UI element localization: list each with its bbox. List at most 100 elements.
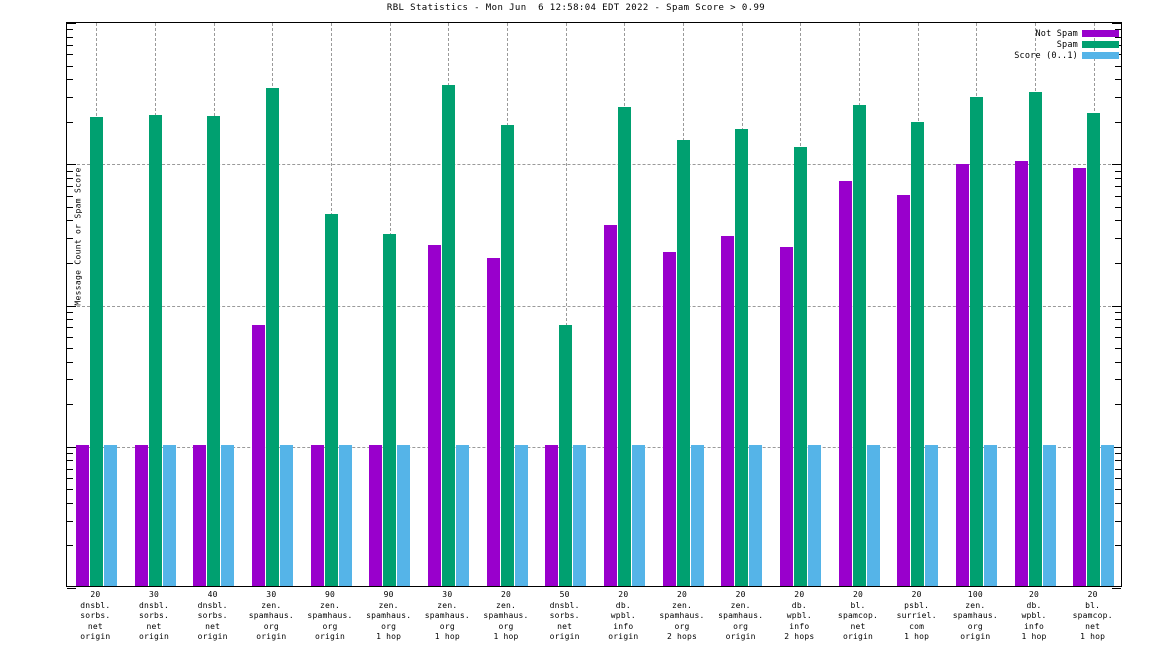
y-tick-major <box>67 23 76 24</box>
bar-group <box>955 23 997 586</box>
y-tick-minor <box>67 336 73 338</box>
bar-not-spam <box>427 244 441 586</box>
x-tick-label: 20 zen. spamhaus. org origin <box>718 590 764 641</box>
y-tick-minor <box>1115 29 1121 31</box>
bar-score-0-1 <box>866 444 880 586</box>
bar-score-0-1 <box>1101 444 1115 586</box>
y-tick-minor <box>67 502 73 504</box>
y-tick-minor <box>67 29 73 31</box>
bar-group <box>1073 23 1115 586</box>
bar-group <box>193 23 235 586</box>
legend-swatch <box>1082 41 1119 48</box>
y-tick-minor <box>1115 453 1121 455</box>
bar-not-spam <box>134 444 148 586</box>
bar-score-0-1 <box>983 444 997 586</box>
bar-not-spam <box>545 444 559 586</box>
bar-not-spam <box>486 258 500 586</box>
legend-swatch <box>1082 52 1119 59</box>
y-tick-minor <box>1115 348 1121 350</box>
gridline-vertical <box>566 23 567 586</box>
y-tick-major <box>67 446 76 448</box>
bar-score-0-1 <box>514 444 528 586</box>
x-tick-label: 20 db. wpbl. info 2 hops <box>784 590 815 641</box>
y-tick-minor <box>67 453 73 455</box>
bar-group <box>134 23 176 586</box>
bar-group <box>838 23 880 586</box>
bar-not-spam <box>662 252 676 586</box>
y-tick-minor <box>1115 327 1121 329</box>
gridline-horizontal <box>67 446 1121 448</box>
bar-spam <box>1087 112 1101 586</box>
bar-score-0-1 <box>162 444 176 586</box>
bar-score-0-1 <box>103 444 117 586</box>
y-tick-minor <box>67 311 73 313</box>
bar-spam <box>793 147 807 586</box>
bar-group <box>545 23 587 586</box>
y-tick-minor <box>67 170 73 172</box>
y-tick-minor <box>67 478 73 480</box>
y-tick-minor <box>67 404 73 406</box>
legend: Not Spam Spam Score (0..1) <box>989 28 1119 61</box>
y-tick-minor <box>1115 404 1121 406</box>
y-tick-minor <box>1115 502 1121 504</box>
y-tick-minor <box>1115 36 1121 38</box>
bar-spam <box>559 325 573 586</box>
y-tick-minor <box>1115 238 1121 240</box>
bar-spam <box>969 96 983 586</box>
gridline-horizontal <box>67 164 1121 166</box>
bar-spam <box>617 106 631 586</box>
y-tick-major <box>1112 305 1121 307</box>
bar-score-0-1 <box>455 444 469 586</box>
x-tick-label: 20 dnsbl. sorbs. net origin <box>80 590 111 641</box>
bar-group <box>75 23 117 586</box>
x-tick-label: 20 bl. spamcop. net 1 hop <box>1072 590 1113 641</box>
y-tick-minor <box>67 177 73 179</box>
y-tick-minor <box>67 195 73 197</box>
y-tick-minor <box>1115 170 1121 172</box>
y-tick-minor <box>1115 520 1121 522</box>
y-axis-title: Message Count or Spam Score <box>73 167 83 306</box>
x-tick-label: 90 zen. spamhaus. org origin <box>307 590 353 641</box>
y-tick-major <box>67 305 76 307</box>
bar-score-0-1 <box>690 444 704 586</box>
bar-not-spam <box>779 247 793 586</box>
y-tick-minor <box>67 186 73 188</box>
gridline-horizontal <box>67 305 1121 307</box>
bar-spam <box>441 84 455 586</box>
y-tick-minor <box>67 361 73 363</box>
y-tick-minor <box>67 545 73 547</box>
y-tick-minor <box>1115 361 1121 363</box>
bar-spam <box>383 234 397 586</box>
legend-item: Score (0..1) <box>989 50 1119 61</box>
bar-not-spam <box>310 444 324 586</box>
y-tick-minor <box>1115 96 1121 98</box>
y-tick-major <box>1112 588 1121 589</box>
y-tick-minor <box>1115 460 1121 462</box>
x-tick-label: 20 zen. spamhaus. org 1 hop <box>483 590 529 641</box>
bar-spam <box>1028 92 1042 586</box>
legend-item: Spam <box>989 39 1119 50</box>
x-tick-label: 20 db. wpbl. info origin <box>608 590 639 641</box>
x-tick-label: 30 dnsbl. sorbs. net origin <box>138 590 170 641</box>
bar-score-0-1 <box>221 444 235 586</box>
y-tick-minor <box>67 348 73 350</box>
y-tick-minor <box>1115 206 1121 208</box>
y-tick-minor <box>67 44 73 46</box>
legend-label: Not Spam <box>1035 28 1078 39</box>
bar-spam <box>265 88 279 586</box>
bar-not-spam <box>75 444 89 586</box>
x-tick-label: 90 zen. spamhaus. org 1 hop <box>366 590 412 641</box>
y-tick-minor <box>67 489 73 491</box>
bar-not-spam <box>897 194 911 586</box>
bar-spam <box>89 116 103 586</box>
bar-not-spam <box>1073 168 1087 586</box>
y-tick-minor <box>67 65 73 67</box>
x-tick-label: 20 psbl. surriel. com 1 hop <box>896 590 937 641</box>
y-tick-minor <box>1115 65 1121 67</box>
bar-group <box>1014 23 1056 586</box>
bar-group <box>486 23 528 586</box>
y-tick-minor <box>1115 311 1121 313</box>
bar-not-spam <box>838 180 852 586</box>
y-tick-minor <box>67 460 73 462</box>
bar-spam <box>676 140 690 586</box>
